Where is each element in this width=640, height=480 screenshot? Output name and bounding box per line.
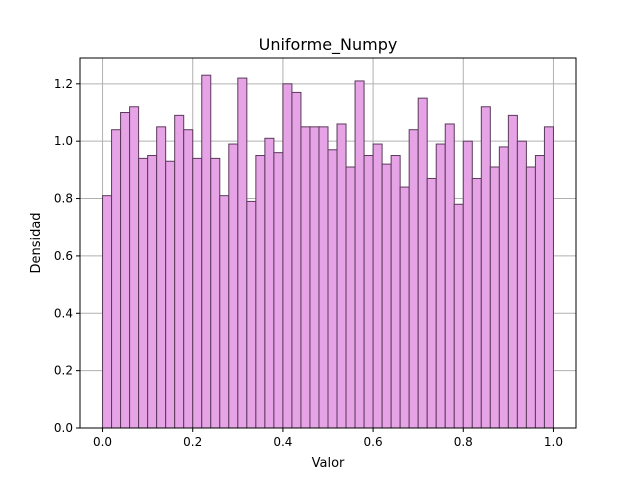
histogram-bar: [156, 126, 167, 429]
histogram-bar: [165, 160, 176, 429]
x-tick-label: 0.4: [273, 435, 292, 449]
plot-frame: [79, 57, 577, 429]
bars-layer: [102, 74, 554, 429]
histogram-bar: [201, 74, 212, 429]
histogram-bar: [372, 143, 383, 429]
histogram-bar: [534, 155, 545, 429]
histogram-bar: [498, 146, 509, 429]
histogram-bar: [327, 149, 338, 429]
histogram-bar: [516, 140, 527, 429]
x-tick-label: 1.0: [544, 435, 563, 449]
histogram-bar: [210, 157, 221, 429]
histogram-bar: [282, 83, 293, 429]
histogram-bar: [255, 155, 266, 429]
histogram-bar: [237, 77, 248, 429]
histogram-bar: [318, 126, 329, 429]
x-tick-label: 0.0: [93, 435, 112, 449]
histogram-bar: [273, 152, 284, 429]
histogram-bar: [192, 157, 203, 429]
y-tick-label: 0.4: [54, 306, 73, 320]
histogram-bar: [507, 114, 518, 429]
y-tick-label: 0.0: [54, 421, 73, 435]
histogram-bar: [444, 123, 455, 429]
histogram-bar: [111, 129, 122, 429]
histogram-bar: [147, 155, 158, 429]
histogram-bar: [300, 126, 311, 429]
histogram-bar: [417, 97, 428, 429]
histogram-bar: [228, 143, 239, 429]
y-tick-label: 1.0: [54, 134, 73, 148]
histogram-bar: [183, 129, 194, 429]
histogram-bar: [480, 106, 491, 429]
y-tick-label: 0.2: [54, 364, 73, 378]
histogram-bar: [174, 114, 185, 429]
histogram-bar: [219, 195, 230, 429]
histogram-bar: [345, 166, 356, 429]
chart-title: Uniforme_Numpy: [259, 35, 398, 55]
histogram-bar: [129, 106, 140, 429]
histogram-bar: [102, 195, 113, 429]
histogram-bar: [120, 111, 131, 429]
histogram-bar: [246, 200, 257, 429]
histogram-bar: [138, 157, 149, 429]
histogram-bar: [264, 137, 275, 429]
histogram-bar: [543, 126, 554, 429]
histogram-bar: [399, 186, 410, 429]
y-tick-label: 0.6: [54, 249, 73, 263]
ticks-layer: 0.0 0.2 0.4 0.6 0.8 1.0 0.0 0.2 0.4 0.6 0.8 1.0 1.2: [54, 77, 563, 449]
histogram-bar: [453, 203, 464, 429]
histogram-bar: [489, 166, 500, 429]
histogram-bar: [336, 123, 347, 429]
histogram-bar: [462, 140, 473, 429]
histogram-bar: [309, 126, 320, 429]
histogram-bar: [390, 155, 401, 429]
histogram-bar: [363, 155, 374, 429]
y-axis-label: Densidad: [29, 212, 44, 273]
histogram-bar: [354, 80, 365, 429]
y-tick-label: 1.2: [54, 77, 73, 91]
x-tick-label: 0.6: [364, 435, 383, 449]
x-axis-label: Valor: [312, 456, 345, 471]
x-tick-label: 0.2: [183, 435, 202, 449]
histogram-bar: [435, 143, 446, 429]
y-tick-label: 0.8: [54, 192, 73, 206]
histogram-bar: [408, 129, 419, 429]
histogram-bar: [381, 163, 392, 429]
histogram-bar: [291, 91, 302, 429]
histogram-bar: [525, 166, 536, 429]
histogram-bar: [426, 177, 437, 429]
histogram-bar: [471, 177, 482, 429]
x-tick-label: 0.8: [454, 435, 473, 449]
